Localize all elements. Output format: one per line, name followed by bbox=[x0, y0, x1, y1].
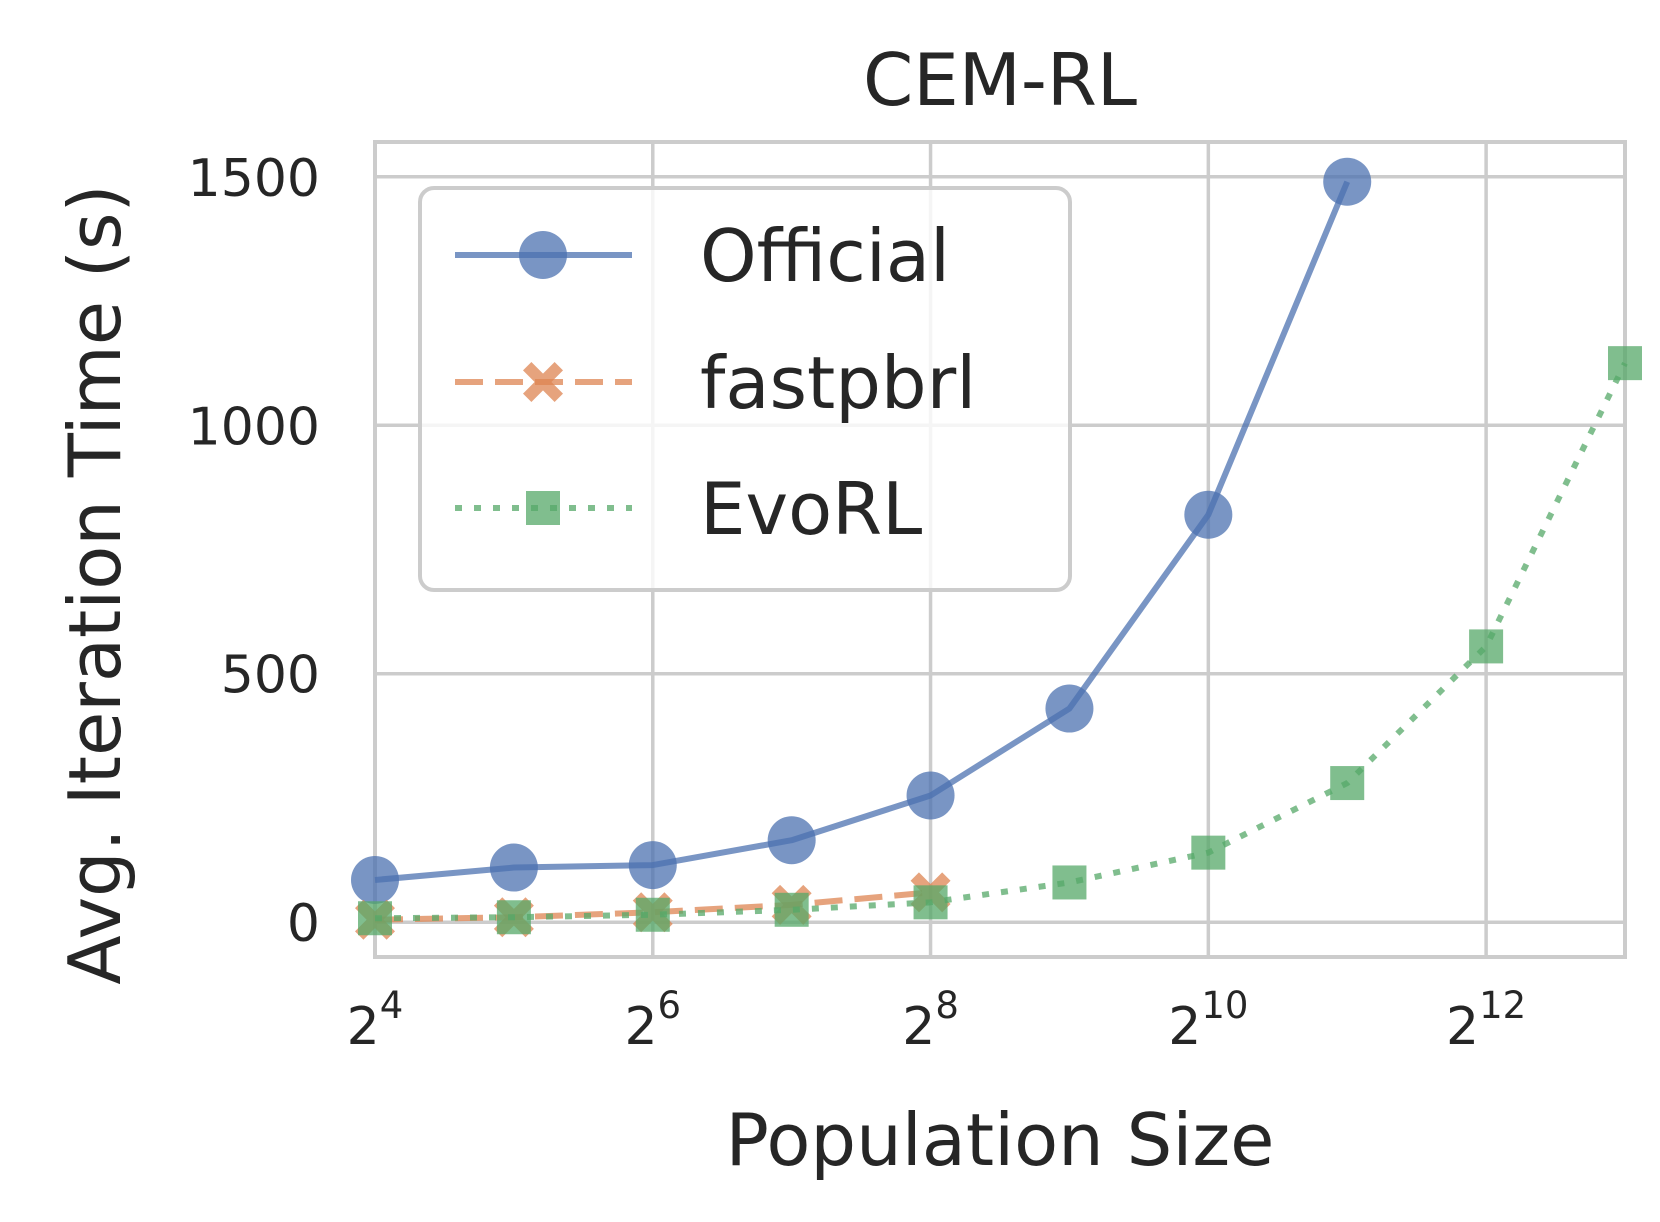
legend-label: fastpbrl bbox=[700, 341, 976, 425]
data-point bbox=[358, 901, 392, 936]
legend: Official fastpbrl EvoRL bbox=[418, 186, 1072, 592]
chart-title: CEM-RL bbox=[863, 38, 1137, 122]
y-axis-label: Avg. Iteration Time (s) bbox=[53, 184, 137, 984]
legend-marker bbox=[526, 491, 560, 525]
y-tick-label: 1000 bbox=[188, 397, 320, 457]
legend-label: EvoRL bbox=[700, 467, 922, 551]
series-official bbox=[351, 157, 1372, 904]
data-point bbox=[913, 885, 948, 920]
series-evorl bbox=[358, 346, 1642, 936]
legend-marker bbox=[519, 231, 567, 279]
x-tick-labels: 24 26 28 210 212 bbox=[347, 984, 1527, 1057]
x-tick-exponent: 12 bbox=[1479, 984, 1526, 1027]
data-point bbox=[1191, 835, 1226, 870]
data-point bbox=[635, 897, 670, 932]
legend-item-fastpbrl: fastpbrl bbox=[455, 341, 976, 425]
y-tick-label: 500 bbox=[221, 646, 320, 706]
data-point bbox=[496, 900, 531, 935]
x-tick-base: 2 bbox=[347, 997, 380, 1057]
series-layer bbox=[351, 157, 1642, 940]
y-tick-labels: 0 500 1000 1500 bbox=[188, 149, 320, 954]
data-point bbox=[489, 843, 538, 892]
x-tick-base: 2 bbox=[902, 997, 935, 1057]
x-axis-label: Population Size bbox=[726, 1098, 1275, 1182]
data-point bbox=[1184, 490, 1233, 539]
legend-item-official: Official bbox=[455, 214, 950, 298]
data-point bbox=[1052, 865, 1087, 900]
data-point bbox=[906, 771, 955, 820]
series-line bbox=[374, 889, 931, 923]
legend-box bbox=[418, 186, 1072, 592]
x-tick-label: 26 bbox=[624, 984, 681, 1057]
x-tick-label: 28 bbox=[902, 984, 959, 1057]
data-point bbox=[774, 892, 809, 927]
data-point bbox=[1330, 766, 1365, 801]
legend-marker bbox=[523, 362, 563, 402]
data-point bbox=[1323, 157, 1372, 206]
x-tick-base: 2 bbox=[1168, 997, 1201, 1057]
x-tick-label: 210 bbox=[1168, 984, 1248, 1057]
data-point bbox=[767, 816, 816, 865]
legend-label: Official bbox=[700, 214, 950, 298]
x-tick-base: 2 bbox=[624, 997, 657, 1057]
x-tick-exponent: 8 bbox=[935, 984, 959, 1027]
y-tick-label: 1500 bbox=[188, 149, 320, 209]
data-point bbox=[1608, 346, 1642, 381]
data-point bbox=[1045, 684, 1094, 733]
data-point bbox=[1469, 629, 1504, 664]
x-tick-label: 212 bbox=[1446, 984, 1526, 1057]
legend-item-evorl: EvoRL bbox=[455, 467, 922, 551]
x-tick-exponent: 10 bbox=[1201, 984, 1248, 1027]
data-point bbox=[628, 841, 677, 890]
x-tick-base: 2 bbox=[1446, 997, 1479, 1057]
y-tick-label: 0 bbox=[287, 894, 320, 954]
x-tick-label: 24 bbox=[347, 984, 404, 1057]
data-point bbox=[351, 855, 399, 904]
plot-frame bbox=[373, 140, 1627, 959]
x-tick-exponent: 4 bbox=[380, 984, 404, 1027]
x-tick-exponent: 6 bbox=[658, 984, 682, 1027]
